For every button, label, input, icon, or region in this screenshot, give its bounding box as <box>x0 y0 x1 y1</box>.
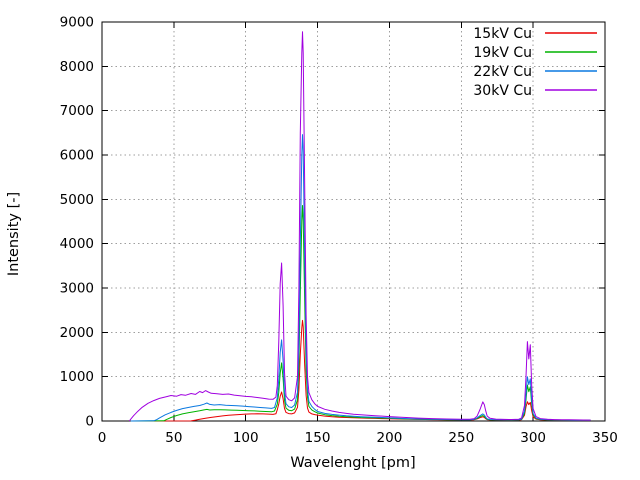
legend-entry: 15kV Cu <box>473 26 597 42</box>
legend-entry: 19kV Cu <box>473 45 597 61</box>
legend: 15kV Cu 19kV Cu 22kV Cu 30kV Cu <box>473 26 597 99</box>
series-line-30kV-Cu <box>128 31 591 422</box>
axes: 0 50 100 150 200 250 300 350 0 1000 2000 3000 4000 50… <box>60 15 618 447</box>
x-tick-label: 250 <box>448 430 474 446</box>
y-tick-label: 8000 <box>60 59 94 75</box>
y-tick-label: 6000 <box>60 148 94 164</box>
series-line-22kV-Cu <box>130 134 591 422</box>
y-tick-label: 5000 <box>60 192 94 208</box>
y-tick-label: 0 <box>85 414 94 430</box>
x-tick-label: 300 <box>520 430 546 446</box>
x-axis-label: Wavelenght [pm] <box>290 455 415 471</box>
y-tick-label: 7000 <box>60 103 94 119</box>
series-line-19kV-Cu <box>130 205 591 422</box>
y-axis-label: Intensity [-] <box>6 192 22 276</box>
legend-label: 15kV Cu <box>473 26 532 42</box>
x-tick-label: 0 <box>98 430 107 446</box>
legend-entry: 30kV Cu <box>473 83 597 99</box>
series-line-15kV-Cu <box>130 319 591 422</box>
x-tick-label: 200 <box>377 430 403 446</box>
y-tick-label: 3000 <box>60 281 94 297</box>
y-tick-label: 1000 <box>60 369 94 385</box>
y-tick-label: 4000 <box>60 236 94 252</box>
y-tick-label: 9000 <box>60 15 94 31</box>
y-tick-label: 2000 <box>60 325 94 341</box>
x-tick-label: 350 <box>592 430 618 446</box>
legend-label: 30kV Cu <box>473 83 532 99</box>
legend-label: 22kV Cu <box>473 64 532 80</box>
plot-border <box>101 21 606 422</box>
grid-lines <box>102 22 605 421</box>
x-tick-label: 50 <box>165 430 182 446</box>
legend-entry: 22kV Cu <box>473 64 597 80</box>
legend-label: 19kV Cu <box>473 45 532 61</box>
x-tick-label: 100 <box>233 430 259 446</box>
x-tick-label: 150 <box>305 430 331 446</box>
series-lines <box>128 31 591 422</box>
